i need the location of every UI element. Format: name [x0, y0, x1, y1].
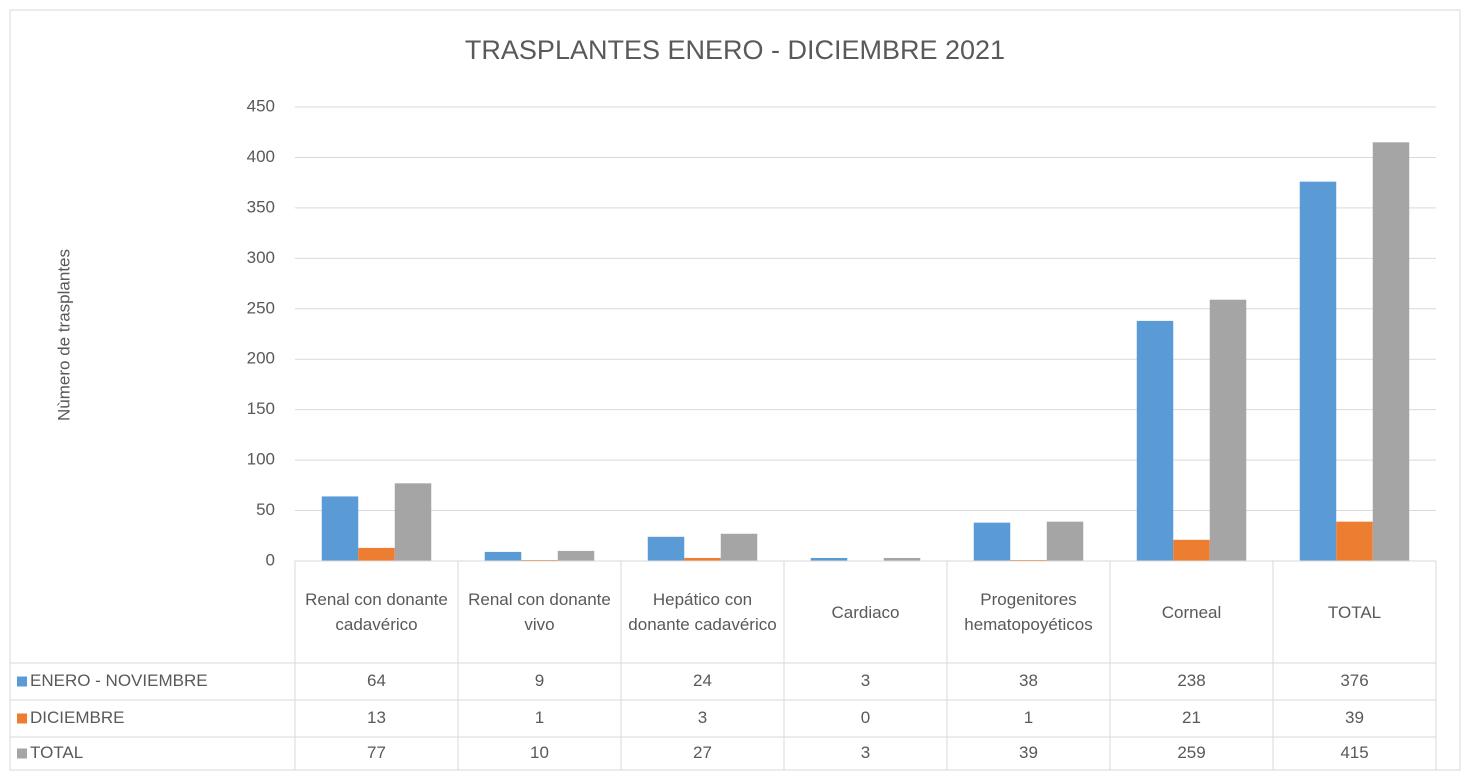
table-value: 13 [367, 708, 386, 727]
bar [321, 496, 359, 561]
y-tick-label: 450 [247, 96, 275, 115]
legend-key [17, 748, 27, 759]
y-tick-label: 150 [247, 399, 275, 418]
x-tick-label: Cardiaco [831, 602, 900, 622]
table-value: 238 [1177, 671, 1205, 690]
legend-key [17, 676, 27, 687]
bar [647, 536, 685, 561]
y-tick-label: 50 [256, 500, 275, 519]
table-value: 10 [530, 743, 549, 762]
bar [521, 559, 558, 561]
table-value: 38 [1019, 671, 1038, 690]
y-tick-label: 0 [266, 550, 275, 569]
table-value: 259 [1177, 743, 1205, 762]
y-tick-label: 200 [247, 349, 275, 368]
y-tick-label: 350 [247, 197, 275, 216]
table-value: 376 [1340, 671, 1368, 690]
legend-label: ENERO - NOVIEMBRE [30, 671, 208, 690]
y-tick-label: 250 [247, 298, 275, 317]
table-value: 1 [1024, 708, 1033, 727]
y-tick-label: 300 [247, 248, 275, 267]
legend-key [17, 713, 27, 724]
bar [1372, 142, 1410, 562]
bar [883, 557, 921, 561]
bar [720, 533, 758, 561]
table-value: 27 [693, 743, 712, 762]
bar [1336, 521, 1373, 561]
bar [394, 483, 432, 561]
x-tick-label: TOTAL [1327, 602, 1382, 622]
table-value: 9 [535, 671, 544, 690]
bar [358, 547, 395, 561]
x-tick-label: Corneal [1161, 602, 1222, 622]
table-value: 415 [1340, 743, 1368, 762]
bar [810, 557, 848, 561]
table-value: 3 [861, 743, 870, 762]
bar [1046, 521, 1084, 561]
bar [1136, 320, 1174, 561]
table-value: 64 [367, 671, 386, 690]
table-value: 1 [535, 708, 544, 727]
x-tick-label: Hepático con donante cadavérico [628, 590, 777, 634]
table-value: 3 [698, 708, 707, 727]
bar [684, 557, 721, 561]
legend-label: DICIEMBRE [30, 708, 124, 727]
table-value: 0 [861, 708, 870, 727]
bar [557, 550, 595, 561]
chart-title: TRASPLANTES ENERO - DICIEMBRE 2021 [465, 35, 1005, 65]
y-tick-label: 400 [247, 147, 275, 166]
table-value: 24 [693, 671, 712, 690]
table-value: 39 [1345, 708, 1364, 727]
bar [1299, 181, 1337, 561]
bar [973, 522, 1011, 561]
table-value: 3 [861, 671, 870, 690]
table-value: 21 [1182, 708, 1201, 727]
y-tick-label: 100 [247, 450, 275, 469]
bar [484, 551, 522, 561]
bar [1173, 539, 1210, 561]
x-tick-label: Renal con donante cadavérico [305, 590, 448, 634]
y-axis-title: Nùmero de trasplantes [54, 249, 73, 421]
x-tick-label: Progenitores hematopoyéticos [964, 590, 1093, 634]
table-value: 39 [1019, 743, 1038, 762]
bar [1209, 299, 1247, 561]
x-tick-label: Renal con donante vivo [468, 590, 611, 634]
legend-label: TOTAL [30, 743, 83, 762]
bar [1010, 559, 1047, 561]
table-value: 77 [367, 743, 386, 762]
